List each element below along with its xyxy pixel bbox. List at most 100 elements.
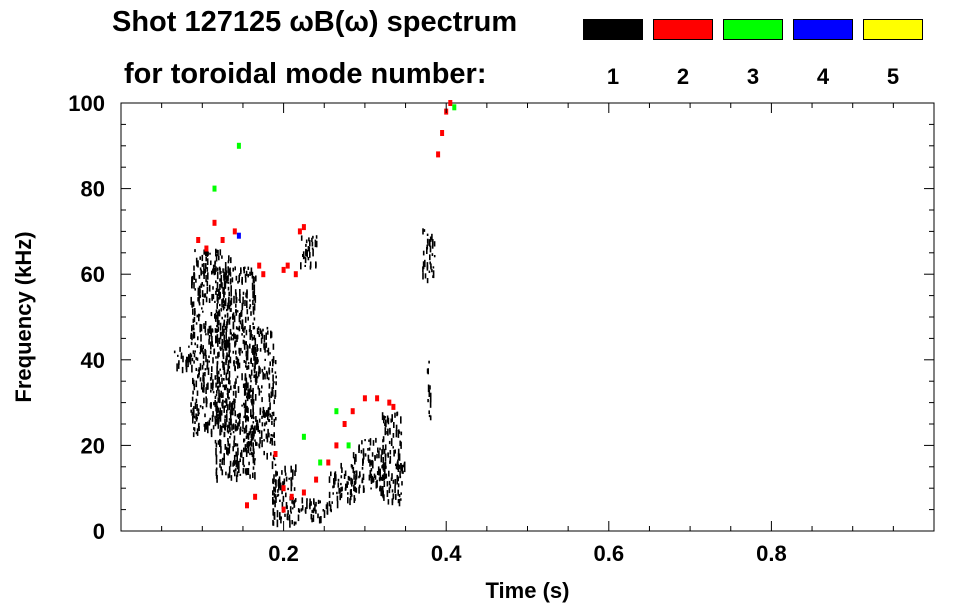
spectrum-mark	[185, 366, 188, 373]
spectrum-mark	[328, 491, 331, 498]
spectrum-mark	[215, 410, 218, 418]
legend-swatch-4	[793, 19, 853, 40]
spectrum-mark	[217, 370, 220, 375]
spectrum-mark	[209, 329, 212, 335]
spectrum-mark	[214, 314, 216, 319]
spectrum-mark	[223, 431, 226, 437]
spectrum-mark	[206, 359, 209, 367]
spectrum-mark	[204, 372, 206, 377]
spectrum-mark	[264, 422, 266, 427]
spectrum-mark	[247, 446, 250, 454]
spectrum-mark	[369, 438, 372, 446]
spectrum-mark	[249, 299, 251, 302]
spectrum-mark	[251, 431, 254, 437]
spectrum-mark	[250, 438, 253, 447]
spectrum-mark	[347, 481, 349, 485]
spectrum-mark	[198, 314, 201, 317]
spectrum-mark	[250, 369, 253, 376]
spectrum-mark	[200, 324, 203, 332]
spectrum-mark	[193, 332, 196, 339]
spectrum-mark	[216, 293, 219, 302]
spectrum-mark	[218, 376, 220, 383]
spectrum-mark	[257, 425, 259, 432]
spectrum-point	[342, 421, 347, 427]
spectrum-mark	[219, 395, 221, 404]
spectrum-mark	[261, 333, 264, 339]
spectrum-mark	[382, 486, 384, 492]
spectrum-mark	[429, 254, 431, 261]
spectrum-mark	[266, 372, 269, 380]
spectrum-point	[212, 219, 217, 226]
spectrum-point	[350, 408, 355, 415]
spectrum-mark	[361, 477, 364, 484]
spectrum-mark	[291, 497, 293, 504]
spectrum-mark	[195, 431, 198, 435]
spectrum-mark	[268, 395, 271, 402]
spectrum-mark	[219, 429, 221, 436]
spectrum-mark	[214, 419, 217, 424]
spectrum-mark	[222, 348, 224, 357]
spectrum-mark	[236, 310, 239, 313]
spectrum-mark	[262, 411, 264, 414]
spectrum-mark	[248, 461, 250, 466]
spectrum-mark	[276, 519, 279, 528]
spectrum-mark	[233, 295, 235, 304]
spectrum-mark	[229, 328, 232, 335]
spectrum-mark	[223, 405, 225, 413]
spectrum-mark	[353, 457, 356, 460]
spectrum-mark	[253, 335, 256, 341]
spectrum-mark	[387, 453, 389, 456]
spectrum-mark	[220, 410, 223, 416]
spectrum-mark	[197, 297, 199, 302]
spectrum-mark	[223, 274, 225, 281]
spectrum-mark	[208, 335, 211, 340]
spectrum-mark	[253, 368, 256, 371]
spectrum-mark	[325, 504, 328, 510]
spectrum-mark	[267, 347, 270, 356]
spectrum-mark	[272, 499, 275, 504]
spectrum-mark	[372, 440, 375, 446]
spectrum-mark	[192, 308, 194, 315]
spectrum-mark	[284, 470, 286, 473]
spectrum-mark	[340, 487, 342, 492]
spectrum-mark	[388, 470, 390, 477]
spectrum-mark	[192, 415, 194, 424]
spectrum-mark	[279, 499, 281, 502]
spectrum-mark	[431, 269, 433, 273]
spectrum-mark	[231, 424, 233, 431]
spectrum-mark	[216, 401, 218, 410]
spectrum-mark	[384, 453, 387, 462]
spectrum-mark	[274, 390, 277, 398]
spectrum-mark	[240, 267, 242, 275]
spectrum-mark	[226, 352, 228, 361]
spectrum-mark	[250, 267, 253, 276]
spectrum-mark	[378, 450, 380, 459]
spectrum-mark	[355, 475, 358, 480]
spectrum-mark	[370, 473, 373, 482]
spectrum-mark	[226, 369, 229, 375]
spectrum-mark	[384, 422, 386, 427]
spectrum-mark	[224, 418, 226, 427]
spectrum-mark	[265, 332, 267, 340]
spectrum-mark	[384, 444, 387, 451]
spectrum-mark	[389, 484, 392, 489]
spectrum-mark	[222, 384, 224, 388]
spectrum-mark	[228, 305, 231, 310]
spectrum-mark	[205, 403, 208, 408]
spectrum-mark	[253, 289, 256, 295]
spectrum-mark	[260, 390, 262, 393]
spectrum-mark	[226, 446, 228, 455]
spectrum-mark	[243, 464, 245, 468]
spectrum-mark	[195, 380, 198, 388]
spectrum-mark	[272, 382, 274, 390]
spectrum-mark	[202, 377, 204, 382]
spectrum-mark	[274, 371, 277, 374]
spectrum-point	[285, 262, 290, 269]
spectrum-mark	[275, 496, 277, 503]
spectrum-mark	[429, 415, 432, 421]
spectrum-mark	[252, 414, 254, 418]
spectrum-mark	[215, 309, 218, 314]
spectrum-mark	[225, 324, 228, 332]
spectrum-mark	[315, 235, 318, 239]
spectrum-mark	[429, 236, 432, 242]
